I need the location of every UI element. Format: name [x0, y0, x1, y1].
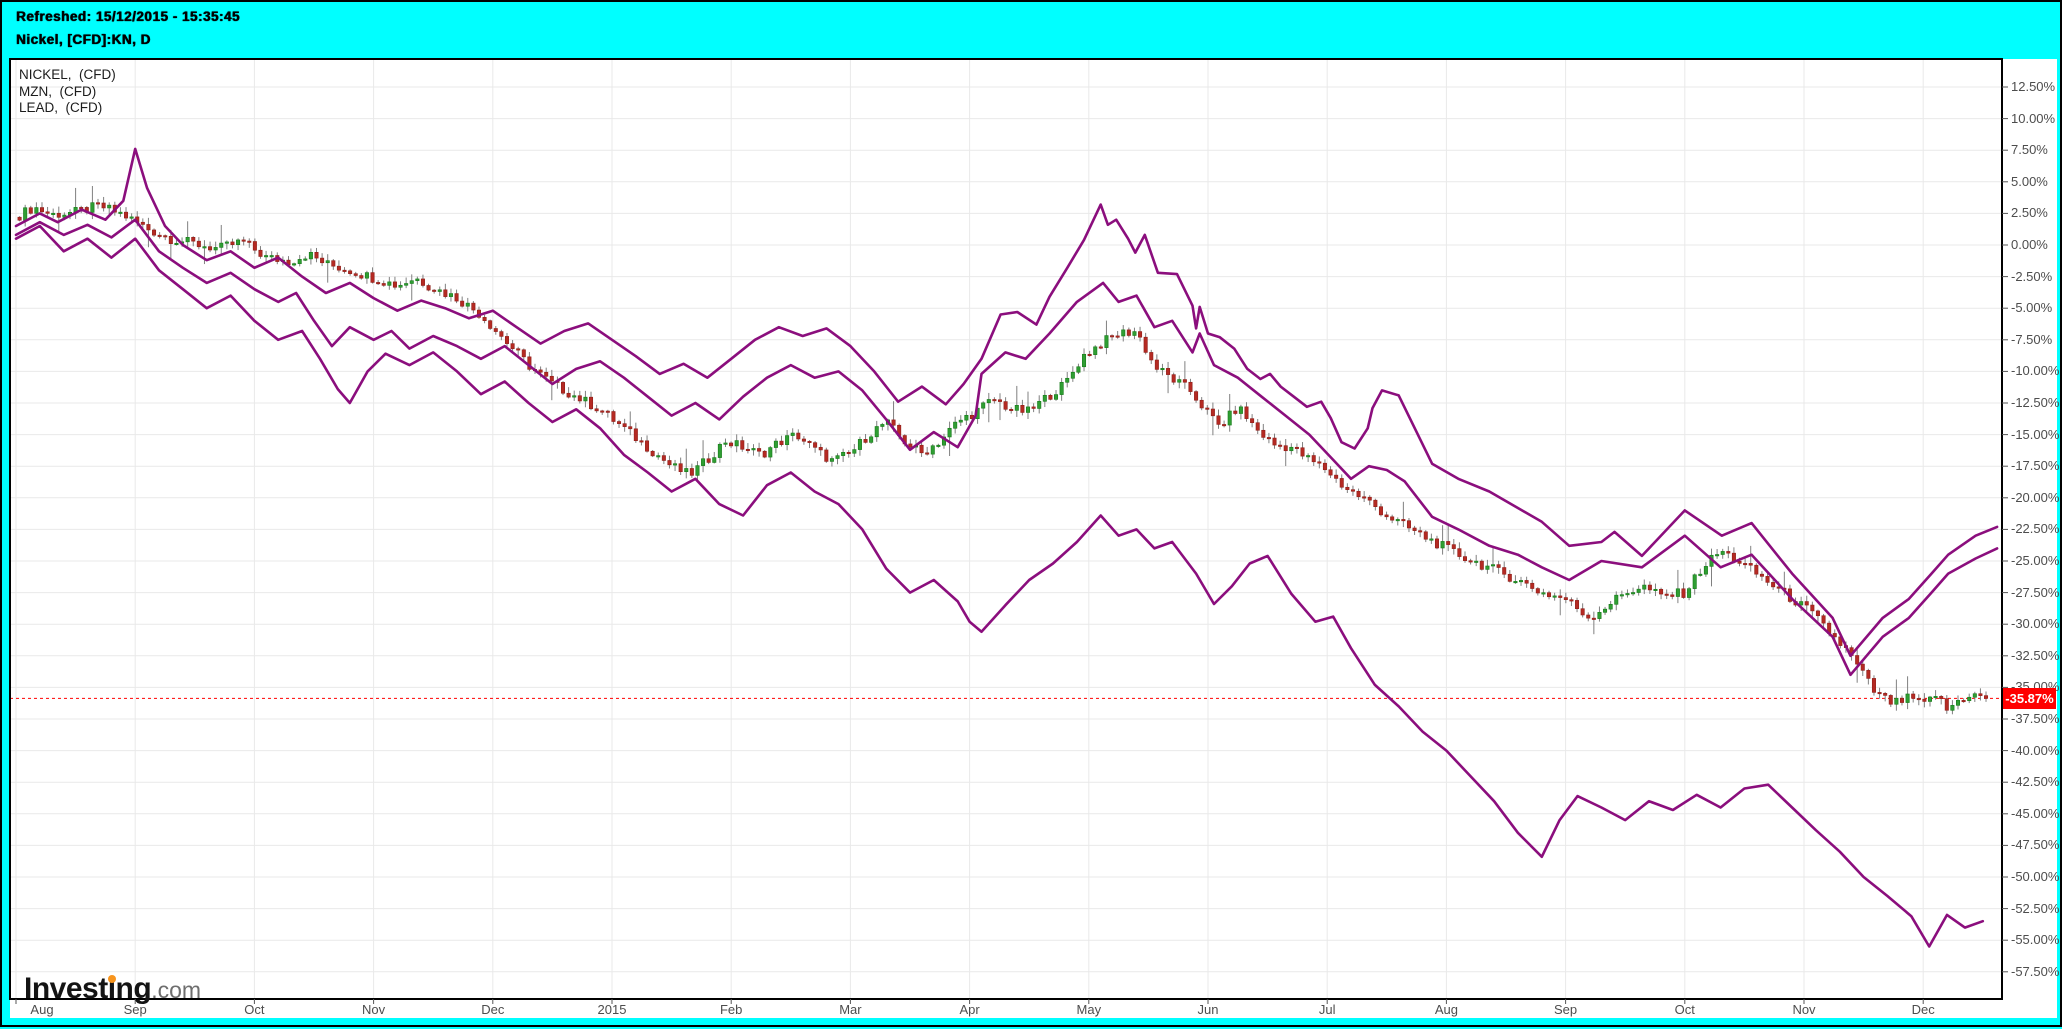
y-tick-label: -37.50%: [2011, 711, 2060, 726]
header-symbol-text: Nickel, [CFD]:KN, D: [16, 32, 151, 47]
x-tick-label: Dec: [481, 1002, 505, 1017]
nickel-candles: [17, 185, 1989, 715]
y-tick-label: -5.00%: [2011, 300, 2053, 316]
y-tick-label: -25.00%: [2011, 553, 2060, 568]
y-tick-label: -12.50%: [2011, 395, 2060, 410]
x-tick-label: Feb: [719, 1002, 743, 1017]
x-tick-label: Apr: [959, 1002, 980, 1017]
y-tick-label: 5.00%: [2011, 173, 2048, 189]
legend-item: MZN, (CFD): [19, 83, 97, 99]
axis-ticks: [15, 86, 2008, 1004]
y-tick-label: -55.00%: [2011, 932, 2060, 948]
y-tick-label: -50.00%: [2011, 869, 2060, 884]
x-tick-label: Nov: [362, 1002, 386, 1017]
y-tick-label: -40.00%: [2011, 742, 2060, 758]
y-tick-label: -2.50%: [2011, 268, 2053, 284]
y-tick-label: -57.50%: [2011, 963, 2060, 979]
gridlines: [10, 59, 2002, 999]
y-tick-label: -10.00%: [2011, 363, 2060, 379]
x-tick-label: Sep: [1554, 1002, 1578, 1017]
x-tick-label: Mar: [839, 1002, 862, 1017]
line-nickel: [14, 224, 1985, 948]
y-tick-label: -47.50%: [2011, 837, 2060, 853]
y-tick-label: 12.50%: [2011, 79, 2056, 94]
legend-item: LEAD, (CFD): [19, 100, 103, 115]
logo-brand-text: Investing: [24, 972, 152, 1005]
y-tick-label: -52.50%: [2011, 900, 2060, 916]
y-tick-label: -20.00%: [2011, 489, 2060, 505]
line-lead: [14, 147, 1999, 658]
x-tick-label: Dec: [1911, 1002, 1935, 1017]
x-tick-label: Sep: [123, 1002, 147, 1017]
x-tick-label: Oct: [244, 1002, 265, 1017]
investing-logo[interactable]: Investing.com: [24, 972, 201, 1006]
y-tick-label: -7.50%: [2011, 331, 2053, 347]
x-tick-label: Aug: [1434, 1002, 1458, 1017]
y-tick-label: -45.00%: [2011, 805, 2060, 821]
y-tick-label: -15.00%: [2011, 426, 2060, 442]
x-tick-label: Aug: [30, 1002, 54, 1017]
y-tick-label: -22.50%: [2011, 521, 2060, 537]
chart-panel: [10, 59, 2057, 1018]
line-mzn: [14, 218, 1999, 677]
y-tick-label: 2.50%: [2011, 205, 2048, 221]
y-tick-label: -17.50%: [2011, 458, 2060, 474]
y-tick-label: -42.50%: [2011, 774, 2060, 790]
x-tick-label: 2015: [597, 1002, 627, 1017]
last-price-badge: -35.87%: [2003, 688, 2056, 710]
y-tick-label: 0.00%: [2011, 237, 2048, 252]
x-tick-label: Nov: [1792, 1002, 1816, 1017]
x-tick-label: May: [1076, 1002, 1102, 1017]
y-tick-label: -30.00%: [2011, 616, 2060, 632]
header-refreshed-text: Refreshed: 15/12/2015 - 15:35:45: [16, 9, 240, 24]
x-tick-label: Jun: [1197, 1002, 1219, 1017]
legend: NICKEL, (CFD) MZN, (CFD) LEAD, (CFD): [19, 67, 116, 117]
logo-flame-icon: [108, 975, 116, 983]
y-tick-label: -32.50%: [2011, 647, 2060, 663]
x-tick-label: Oct: [1674, 1002, 1695, 1017]
y-tick-label: 10.00%: [2011, 110, 2056, 126]
y-tick-label: -27.50%: [2011, 584, 2060, 600]
logo-suffix-text: .com: [151, 977, 202, 1003]
legend-item: NICKEL, (CFD): [19, 67, 116, 82]
x-tick-label: Jul: [1318, 1002, 1336, 1017]
y-tick-label: 7.50%: [2011, 142, 2048, 158]
